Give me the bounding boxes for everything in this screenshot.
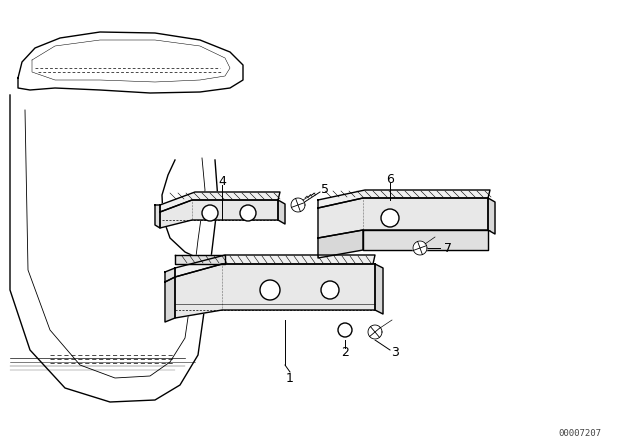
Text: 1: 1 [286,371,294,384]
Polygon shape [413,241,427,255]
Polygon shape [318,198,488,238]
Circle shape [381,209,399,227]
Text: 00007207: 00007207 [559,428,602,438]
Text: 6: 6 [386,172,394,185]
Polygon shape [278,200,285,224]
Polygon shape [160,200,278,228]
Circle shape [240,205,256,221]
Text: 7: 7 [444,241,452,254]
Polygon shape [291,198,305,212]
Polygon shape [318,190,490,208]
Polygon shape [18,32,243,93]
Text: 2: 2 [341,345,349,358]
Polygon shape [175,255,225,264]
Circle shape [338,323,352,337]
Polygon shape [155,205,160,228]
Polygon shape [165,277,175,322]
Polygon shape [318,230,363,258]
Polygon shape [160,192,280,212]
Polygon shape [375,264,383,314]
Text: 3: 3 [391,346,399,359]
Circle shape [260,280,280,300]
Text: 4: 4 [218,175,226,188]
Polygon shape [175,264,375,318]
Polygon shape [368,325,382,339]
Polygon shape [488,198,495,234]
Polygon shape [165,268,175,282]
Circle shape [321,281,339,299]
Text: 5: 5 [321,182,329,195]
Polygon shape [175,255,375,277]
Polygon shape [363,230,488,250]
Circle shape [202,205,218,221]
